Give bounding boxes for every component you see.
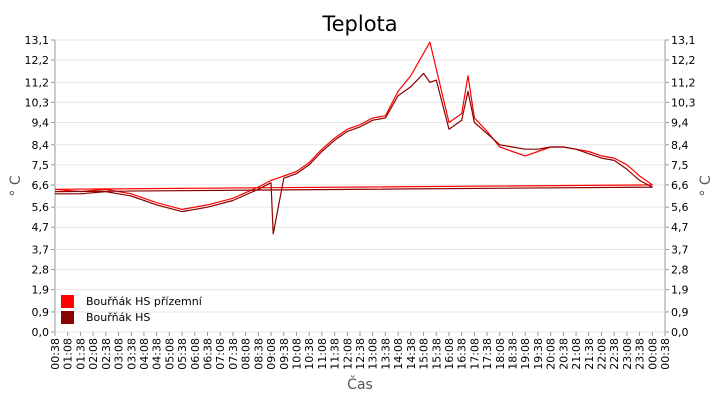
x-tick-label: 20:38 bbox=[557, 338, 570, 370]
y-tick-label-left: 0,0 bbox=[32, 326, 50, 339]
y-tick-label-right: 8,4 bbox=[671, 139, 689, 152]
y-tick-label-left: 0,9 bbox=[32, 306, 50, 319]
x-tick-label: 01:38 bbox=[74, 338, 87, 370]
x-tick-label: 21:38 bbox=[583, 338, 596, 370]
x-tick-label: 18:08 bbox=[494, 338, 507, 370]
y-tick-label-right: 0,9 bbox=[671, 306, 689, 319]
x-tick-label: 10:38 bbox=[303, 338, 316, 370]
x-tick-label: 06:08 bbox=[189, 338, 202, 370]
y-tick-label-right: 3,7 bbox=[671, 244, 689, 257]
x-tick-label: 14:08 bbox=[392, 338, 405, 370]
y-tick-label-left: 9,4 bbox=[32, 116, 50, 129]
x-tick-label: 16:38 bbox=[456, 338, 469, 370]
y-tick-label-left: 3,7 bbox=[32, 244, 50, 257]
y-tick-label-left: 13,1 bbox=[25, 34, 50, 47]
x-tick-label: 05:38 bbox=[176, 338, 189, 370]
x-tick-label: 10:08 bbox=[290, 338, 303, 370]
y-tick-label-right: 6,6 bbox=[671, 179, 689, 192]
x-tick-label: 08:08 bbox=[240, 338, 253, 370]
y-tick-label-right: 7,5 bbox=[671, 159, 689, 172]
x-tick-label: 04:08 bbox=[138, 338, 151, 370]
series-lines bbox=[54, 41, 653, 235]
x-tick-label: 21:08 bbox=[570, 338, 583, 370]
x-tick-label: 11:38 bbox=[329, 338, 342, 370]
x-tick-label: 15:38 bbox=[430, 338, 443, 370]
x-tick-label: 22:08 bbox=[595, 338, 608, 370]
x-axis-label: Čas bbox=[347, 375, 373, 393]
x-tick-label: 03:08 bbox=[113, 338, 126, 370]
y-tick-label-right: 11,2 bbox=[671, 76, 696, 89]
x-tick-label: 19:38 bbox=[532, 338, 545, 370]
y-tick-label-left: 4,7 bbox=[32, 221, 50, 234]
x-tick-label: 01:08 bbox=[62, 338, 75, 370]
y-tick-label-left: 11,2 bbox=[25, 76, 50, 89]
y-axis-label-right: ° C bbox=[698, 175, 714, 196]
x-tick-label: 13:08 bbox=[367, 338, 380, 370]
x-tick-label: 00:38 bbox=[659, 338, 672, 370]
x-axis: 00:38 01:08 01:38 02:08 02:38 03:08 03:38 04:08… bbox=[49, 332, 672, 370]
legend-label-0: Bouřňák HS přízemní bbox=[86, 295, 203, 308]
x-tick-label: 03:38 bbox=[125, 338, 138, 370]
x-tick-label: 14:38 bbox=[405, 338, 418, 370]
x-tick-label: 08:38 bbox=[252, 338, 265, 370]
x-tick-label: 05:08 bbox=[163, 338, 176, 370]
x-tick-label: 16:08 bbox=[443, 338, 456, 370]
x-tick-label: 00:08 bbox=[646, 338, 659, 370]
series-line-1 bbox=[54, 72, 653, 235]
x-tick-label: 15:08 bbox=[418, 338, 431, 370]
y-axis-label-left: ° C bbox=[8, 175, 24, 196]
x-tick-label: 02:08 bbox=[87, 338, 100, 370]
legend-swatch-1 bbox=[61, 311, 74, 324]
legend-swatch-0 bbox=[61, 295, 74, 308]
y-tick-label-left: 8,4 bbox=[32, 139, 50, 152]
y-axis-right: 0,0 0,9 1,9 2,8 3,7 4,7 5,6 6,6 7,5 8,4 9,4 10,3 11,… bbox=[665, 34, 696, 339]
x-tick-label: 12:38 bbox=[354, 338, 367, 370]
x-tick-label: 09:08 bbox=[265, 338, 278, 370]
x-tick-label: 18:38 bbox=[507, 338, 520, 370]
x-tick-label: 19:08 bbox=[519, 338, 532, 370]
x-tick-label: 07:38 bbox=[227, 338, 240, 370]
x-tick-label: 11:08 bbox=[316, 338, 329, 370]
y-tick-label-left: 7,5 bbox=[32, 159, 50, 172]
y-tick-label-left: 12,2 bbox=[25, 54, 50, 67]
x-tick-label: 09:38 bbox=[278, 338, 291, 370]
y-tick-label-right: 5,6 bbox=[671, 201, 689, 214]
y-tick-label-right: 1,9 bbox=[671, 284, 689, 297]
y-tick-label-right: 0,0 bbox=[671, 326, 689, 339]
y-tick-label-right: 2,8 bbox=[671, 264, 689, 277]
x-tick-label: 02:38 bbox=[100, 338, 113, 370]
y-tick-label-left: 6,6 bbox=[32, 179, 50, 192]
x-tick-label: 20:08 bbox=[545, 338, 558, 370]
y-tick-label-right: 4,7 bbox=[671, 221, 689, 234]
x-tick-label: 07:08 bbox=[214, 338, 227, 370]
y-tick-label-right: 10,3 bbox=[671, 96, 696, 109]
x-tick-label: 06:38 bbox=[202, 338, 215, 370]
y-axis-left: 0,0 0,9 1,9 2,8 3,7 4,7 5,6 6,6 7,5 8,4 9,4 10,3 11,… bbox=[25, 34, 55, 339]
legend: Bouřňák HS přízemní Bouřňák HS bbox=[61, 295, 203, 324]
y-tick-label-left: 10,3 bbox=[25, 96, 50, 109]
x-tick-label: 23:08 bbox=[621, 338, 634, 370]
x-tick-label: 00:38 bbox=[49, 338, 62, 370]
y-tick-label-right: 12,2 bbox=[671, 54, 696, 67]
chart-title: Teplota bbox=[321, 12, 397, 36]
y-tick-label-left: 5,6 bbox=[32, 201, 50, 214]
y-tick-label-right: 9,4 bbox=[671, 116, 689, 129]
x-tick-label: 17:38 bbox=[481, 338, 494, 370]
x-tick-label: 17:08 bbox=[468, 338, 481, 370]
y-tick-label-left: 2,8 bbox=[32, 264, 50, 277]
x-tick-label: 12:08 bbox=[341, 338, 354, 370]
x-tick-label: 04:38 bbox=[151, 338, 164, 370]
x-tick-label: 23:38 bbox=[634, 338, 647, 370]
x-tick-label: 13:38 bbox=[379, 338, 392, 370]
legend-label-1: Bouřňák HS bbox=[86, 311, 150, 324]
y-tick-label-right: 13,1 bbox=[671, 34, 696, 47]
x-tick-label: 22:38 bbox=[608, 338, 621, 370]
y-tick-label-left: 1,9 bbox=[32, 284, 50, 297]
